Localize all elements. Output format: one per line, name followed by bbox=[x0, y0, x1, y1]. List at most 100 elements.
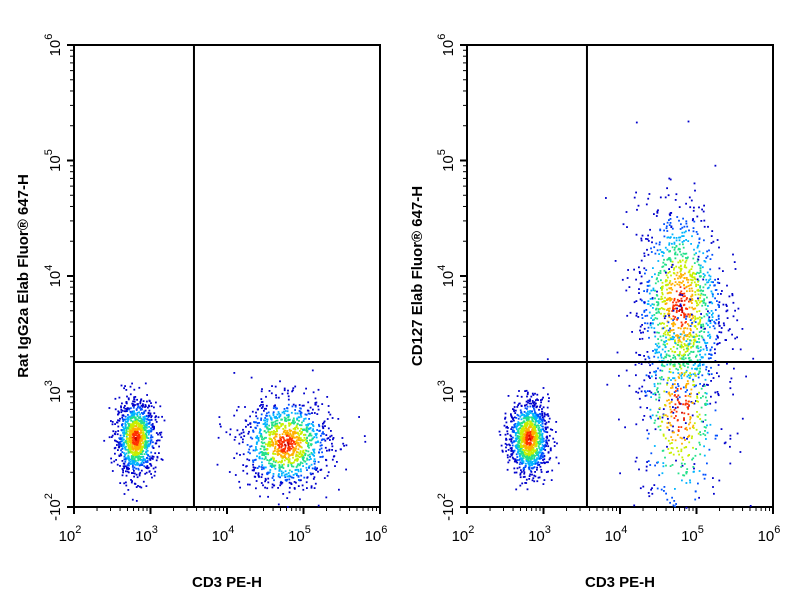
scatter-point bbox=[674, 377, 676, 379]
scatter-point bbox=[686, 308, 688, 310]
scatter-point bbox=[526, 396, 528, 398]
scatter-point bbox=[704, 294, 706, 296]
scatter-point bbox=[679, 358, 681, 360]
scatter-point bbox=[291, 391, 293, 393]
scatter-point bbox=[271, 423, 273, 425]
scatter-point bbox=[137, 439, 139, 441]
scatter-point bbox=[513, 424, 515, 426]
scatter-point bbox=[656, 312, 658, 314]
scatter-point bbox=[701, 374, 703, 376]
scatter-point bbox=[683, 253, 685, 255]
scatter-point bbox=[666, 299, 668, 301]
scatter-point bbox=[268, 425, 270, 427]
scatter-point bbox=[514, 412, 516, 414]
scatter-point bbox=[694, 422, 696, 424]
scatter-point bbox=[692, 447, 694, 449]
scatter-point bbox=[309, 456, 311, 458]
scatter-point bbox=[541, 414, 543, 416]
scatter-point bbox=[695, 336, 697, 338]
scatter-point bbox=[641, 391, 643, 393]
scatter-point bbox=[300, 479, 302, 481]
scatter-point bbox=[684, 463, 686, 465]
scatter-point bbox=[272, 484, 274, 486]
scatter-point bbox=[530, 396, 532, 398]
scatter-point bbox=[673, 454, 675, 456]
scatter-point bbox=[684, 264, 686, 266]
scatter-point bbox=[543, 483, 545, 485]
scatter-point bbox=[118, 446, 120, 448]
scatter-point bbox=[699, 444, 701, 446]
scatter-point bbox=[721, 290, 723, 292]
scatter-point bbox=[703, 276, 705, 278]
scatter-point bbox=[685, 262, 687, 264]
scatter-point bbox=[681, 412, 683, 414]
scatter-point bbox=[266, 421, 268, 423]
scatter-point bbox=[647, 235, 649, 237]
scatter-point bbox=[252, 460, 254, 462]
scatter-point bbox=[536, 445, 538, 447]
scatter-point bbox=[267, 448, 269, 450]
scatter-point bbox=[725, 304, 727, 306]
scatter-point bbox=[122, 423, 124, 425]
scatter-point bbox=[528, 419, 530, 421]
scatter-point bbox=[276, 428, 278, 430]
scatter-point bbox=[638, 469, 640, 471]
scatter-point bbox=[679, 341, 681, 343]
scatter-point bbox=[281, 460, 283, 462]
scatter-point bbox=[280, 462, 282, 464]
scatter-point bbox=[670, 284, 672, 286]
scatter-point bbox=[671, 497, 673, 499]
scatter-point bbox=[672, 264, 674, 266]
scatter-point bbox=[161, 436, 163, 438]
scatter-point bbox=[652, 393, 654, 395]
scatter-point bbox=[540, 405, 542, 407]
scatter-point bbox=[255, 467, 257, 469]
scatter-point bbox=[265, 458, 267, 460]
scatter-point bbox=[149, 471, 151, 473]
scatter-point bbox=[651, 315, 653, 317]
scatter-point bbox=[318, 424, 320, 426]
scatter-point bbox=[538, 464, 540, 466]
scatter-point bbox=[699, 251, 701, 253]
scatter-point bbox=[515, 439, 517, 441]
scatter-point bbox=[255, 446, 257, 448]
scatter-point bbox=[307, 430, 309, 432]
scatter-point bbox=[119, 418, 121, 420]
scatter-point bbox=[665, 247, 667, 249]
scatter-point bbox=[534, 426, 536, 428]
scatter-point bbox=[292, 387, 294, 389]
scatter-point bbox=[294, 427, 296, 429]
scatter-point bbox=[707, 272, 709, 274]
scatter-point bbox=[127, 407, 129, 409]
scatter-point bbox=[153, 407, 155, 409]
scatter-point bbox=[657, 324, 659, 326]
scatter-point bbox=[282, 423, 284, 425]
scatter-point bbox=[702, 252, 704, 254]
scatter-point bbox=[132, 401, 134, 403]
scatter-point bbox=[539, 458, 541, 460]
scatter-point bbox=[525, 427, 527, 429]
scatter-point bbox=[675, 302, 677, 304]
scatter-point bbox=[533, 448, 535, 450]
scatter-point bbox=[710, 367, 712, 369]
scatter-point bbox=[123, 407, 125, 409]
scatter-point bbox=[677, 278, 679, 280]
scatter-point bbox=[700, 434, 702, 436]
scatter-point bbox=[140, 408, 142, 410]
scatter-point bbox=[683, 437, 685, 439]
scatter-point bbox=[253, 431, 255, 433]
scatter-point bbox=[259, 496, 261, 498]
scatter-point bbox=[691, 437, 693, 439]
scatter-point bbox=[142, 456, 144, 458]
scatter-point bbox=[712, 486, 714, 488]
scatter-point bbox=[681, 308, 683, 310]
scatter-point bbox=[140, 453, 142, 455]
scatter-point bbox=[704, 328, 706, 330]
scatter-point bbox=[677, 317, 679, 319]
scatter-point bbox=[690, 375, 692, 377]
scatter-point bbox=[687, 345, 689, 347]
scatter-point bbox=[236, 453, 238, 455]
scatter-point bbox=[666, 499, 668, 501]
scatter-point bbox=[266, 412, 268, 414]
scatter-point bbox=[519, 467, 521, 469]
